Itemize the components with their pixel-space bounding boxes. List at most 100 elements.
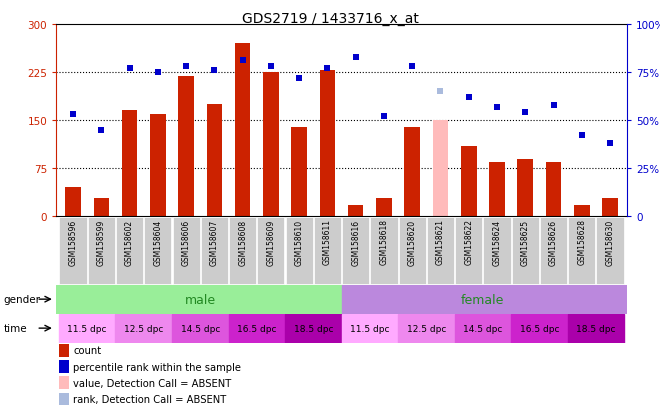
Text: GSM158609: GSM158609 (267, 219, 275, 265)
Text: female: female (461, 293, 504, 306)
Text: GSM158602: GSM158602 (125, 219, 134, 265)
Bar (568, 314, 624, 343)
FancyBboxPatch shape (399, 218, 426, 284)
Text: 18.5 dpc: 18.5 dpc (294, 324, 333, 333)
Text: value, Detection Call = ABSENT: value, Detection Call = ABSENT (73, 378, 232, 388)
FancyBboxPatch shape (512, 218, 539, 284)
Text: GSM158628: GSM158628 (578, 219, 586, 265)
Point (265, 64, 276, 70)
FancyBboxPatch shape (116, 218, 143, 284)
Point (68, 112, 79, 119)
Text: GSM158625: GSM158625 (521, 219, 530, 265)
Text: time: time (3, 323, 27, 333)
Text: GSM158608: GSM158608 (238, 219, 247, 265)
Point (152, 69, 163, 76)
Point (238, 58, 248, 64)
Text: 12.5 dpc: 12.5 dpc (407, 324, 446, 333)
Bar (65, 188, 81, 217)
Text: GSM158621: GSM158621 (436, 219, 445, 265)
Text: GSM158607: GSM158607 (210, 219, 219, 265)
Text: 12.5 dpc: 12.5 dpc (124, 324, 164, 333)
Point (322, 66, 333, 72)
FancyBboxPatch shape (229, 218, 256, 284)
FancyBboxPatch shape (597, 218, 624, 284)
Bar (228, 314, 285, 343)
FancyBboxPatch shape (342, 218, 369, 284)
Point (492, 104, 502, 111)
Text: gender: gender (3, 294, 40, 304)
Point (209, 68, 220, 74)
FancyBboxPatch shape (257, 218, 284, 284)
Text: rank, Detection Call = ABSENT: rank, Detection Call = ABSENT (73, 394, 226, 404)
Point (407, 64, 418, 70)
Text: 16.5 dpc: 16.5 dpc (519, 324, 559, 333)
Text: GSM158622: GSM158622 (464, 219, 473, 265)
Bar (59, 344, 69, 357)
Bar (405, 127, 420, 217)
Text: male: male (185, 293, 216, 306)
Text: GSM158624: GSM158624 (492, 219, 502, 265)
Bar (517, 159, 533, 217)
Bar (94, 199, 109, 217)
Point (181, 64, 191, 70)
Text: GSM158611: GSM158611 (323, 219, 332, 265)
Bar (59, 360, 69, 373)
Bar (433, 121, 448, 217)
FancyBboxPatch shape (172, 218, 200, 284)
Text: GSM158596: GSM158596 (69, 219, 78, 265)
Point (576, 133, 587, 140)
Bar (59, 314, 116, 343)
Text: GSM158616: GSM158616 (351, 219, 360, 265)
Bar (603, 199, 618, 217)
Bar (461, 146, 477, 217)
Text: 14.5 dpc: 14.5 dpc (181, 324, 220, 333)
FancyBboxPatch shape (59, 218, 86, 284)
Bar (342, 314, 398, 343)
Point (124, 66, 135, 72)
Bar (115, 314, 172, 343)
Bar (59, 377, 69, 389)
Bar (59, 393, 69, 405)
Text: GDS2719 / 1433716_x_at: GDS2719 / 1433716_x_at (242, 12, 418, 26)
Bar (546, 162, 561, 217)
FancyBboxPatch shape (370, 218, 397, 284)
Point (605, 140, 615, 147)
Bar (319, 71, 335, 217)
Text: GSM158630: GSM158630 (605, 219, 614, 265)
Bar (172, 314, 228, 343)
Bar (511, 314, 568, 343)
FancyBboxPatch shape (286, 218, 313, 284)
FancyBboxPatch shape (427, 218, 454, 284)
Text: GSM158626: GSM158626 (549, 219, 558, 265)
FancyBboxPatch shape (314, 218, 341, 284)
Point (548, 102, 559, 109)
Bar (56, 285, 342, 314)
Bar (348, 205, 364, 217)
Text: GSM158606: GSM158606 (182, 219, 191, 265)
Bar (235, 44, 250, 217)
Bar (285, 314, 342, 343)
Bar (376, 199, 392, 217)
Point (379, 114, 389, 120)
Text: count: count (73, 346, 102, 356)
Text: 14.5 dpc: 14.5 dpc (463, 324, 502, 333)
Text: 16.5 dpc: 16.5 dpc (237, 324, 277, 333)
Point (463, 95, 474, 101)
Point (350, 54, 361, 61)
Text: percentile rank within the sample: percentile rank within the sample (73, 362, 241, 372)
Bar (574, 205, 589, 217)
Bar (291, 127, 307, 217)
FancyBboxPatch shape (88, 218, 115, 284)
Text: 18.5 dpc: 18.5 dpc (576, 324, 616, 333)
Text: GSM158618: GSM158618 (379, 219, 389, 265)
Point (435, 89, 446, 95)
Bar (178, 77, 194, 217)
Bar (263, 73, 279, 217)
Point (520, 110, 531, 116)
Bar (489, 162, 505, 217)
Bar (122, 111, 137, 217)
FancyBboxPatch shape (201, 218, 228, 284)
Bar (398, 314, 455, 343)
Point (96, 127, 107, 134)
Text: GSM158610: GSM158610 (294, 219, 304, 265)
